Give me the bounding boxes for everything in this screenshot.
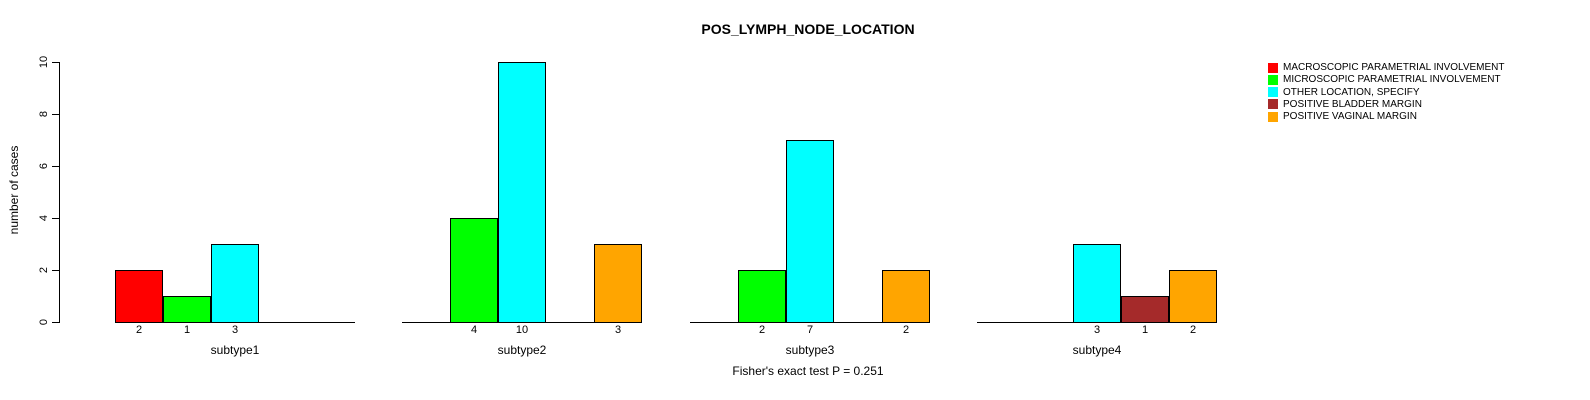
bar-subtype4-series4: [1121, 296, 1169, 323]
y-tick-label: 10: [38, 55, 50, 69]
y-axis-line: [59, 62, 60, 323]
bar-value-label: 1: [183, 324, 191, 336]
y-tick-label: 2: [38, 266, 50, 274]
bar-value-label: 10: [515, 324, 529, 336]
bar-subtype2-series2: [450, 218, 498, 323]
y-tick-label: 6: [38, 162, 50, 170]
legend-swatch: [1268, 87, 1278, 98]
y-tick-label: 4: [38, 214, 50, 222]
y-tick-mark: [52, 166, 59, 167]
bar-subtype1-series2: [163, 296, 211, 323]
legend-label: MACROSCOPIC PARAMETRIAL INVOLVEMENT: [1283, 62, 1505, 73]
y-tick-label: 8: [38, 110, 50, 118]
legend-label: POSITIVE BLADDER MARGIN: [1283, 98, 1422, 110]
bar-subtype3-series3: [786, 140, 834, 323]
bar-subtype2-series5: [594, 244, 642, 323]
y-tick-mark: [52, 114, 59, 115]
y-axis-label: number of cases: [7, 145, 21, 235]
bar-value-label: 3: [1093, 324, 1101, 336]
bar-subtype3-series2: [738, 270, 786, 323]
chart-title: POS_LYMPH_NODE_LOCATION: [701, 21, 915, 37]
bar-value-label: 1: [1141, 324, 1149, 336]
legend-label: OTHER LOCATION, SPECIFY: [1283, 86, 1420, 98]
legend-label: POSITIVE VAGINAL MARGIN: [1283, 111, 1417, 123]
bar-subtype2-series3: [498, 62, 546, 323]
y-tick-mark: [52, 270, 59, 271]
category-label-subtype1: subtype1: [210, 343, 260, 357]
bar-value-label: 2: [1189, 324, 1197, 336]
bar-value-label: 3: [614, 324, 622, 336]
y-tick-mark: [52, 62, 59, 63]
category-label-subtype4: subtype4: [1072, 343, 1122, 357]
stat-annotation: Fisher's exact test P = 0.251: [732, 364, 884, 378]
bar-subtype3-series5: [882, 270, 930, 323]
legend-item: MICROSCOPIC PARAMETRIAL INVOLVEMENT: [1268, 74, 1501, 85]
bar-value-label: 3: [231, 324, 239, 336]
bar-value-label: 2: [135, 324, 143, 336]
y-tick-mark: [52, 218, 59, 219]
legend-item: POSITIVE VAGINAL MARGIN: [1268, 111, 1417, 122]
legend-swatch: [1268, 74, 1278, 85]
bar-value-label: 2: [758, 324, 766, 336]
bar-value-label: 7: [806, 324, 814, 336]
legend-item: MACROSCOPIC PARAMETRIAL INVOLVEMENT: [1268, 62, 1505, 73]
y-tick-mark: [52, 322, 59, 323]
legend-swatch: [1268, 111, 1278, 122]
legend-swatch: [1268, 99, 1278, 110]
bar-subtype1-series3: [211, 244, 259, 323]
y-tick-label: 0: [38, 318, 50, 326]
bar-subtype4-series3: [1073, 244, 1121, 323]
bar-subtype1-series1: [115, 270, 163, 323]
category-label-subtype2: subtype2: [497, 343, 547, 357]
legend-item: POSITIVE BLADDER MARGIN: [1268, 99, 1422, 110]
legend-swatch: [1268, 62, 1278, 73]
bar-subtype4-series5: [1169, 270, 1217, 323]
category-label-subtype3: subtype3: [785, 343, 835, 357]
legend-item: OTHER LOCATION, SPECIFY: [1268, 87, 1420, 98]
bar-value-label: 4: [470, 324, 478, 336]
legend-label: MICROSCOPIC PARAMETRIAL INVOLVEMENT: [1283, 74, 1501, 86]
bar-value-label: 2: [902, 324, 910, 336]
